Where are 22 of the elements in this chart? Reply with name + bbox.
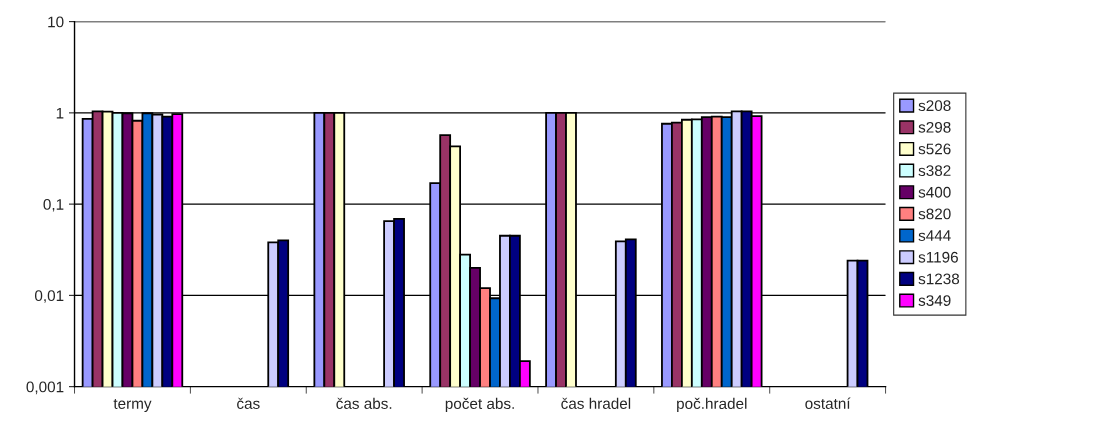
y-tick-label: 0,001 [26,381,64,395]
legend-label: s820 [918,208,951,220]
legend-label: s349 [918,295,951,306]
x-tick-label: čas hradel [561,397,631,409]
x-tick-label: poč.hradel [677,397,747,413]
x-tick-label: čas abs. [336,397,392,409]
x-tick-label: ostatní [805,397,851,409]
x-tick-label: čas [237,397,260,409]
legend-label: s444 [918,230,951,241]
x-tick-label: počet abs. [445,397,514,413]
y-tick-label: 1 [56,107,64,119]
legend-label: s1238 [918,273,960,285]
legend-label: s382 [918,165,951,177]
legend-label: s208 [918,100,951,112]
legend-label: s1196 [918,251,958,263]
legend-label: s400 [918,186,951,198]
y-tick-label: 0,1 [43,198,64,212]
y-tick-label: 0,01 [34,290,64,303]
legend-label: s526 [918,143,951,155]
y-tick-label: 10 [48,16,64,28]
x-tick-label: termy [113,398,152,412]
legend-label: s298 [918,121,951,133]
